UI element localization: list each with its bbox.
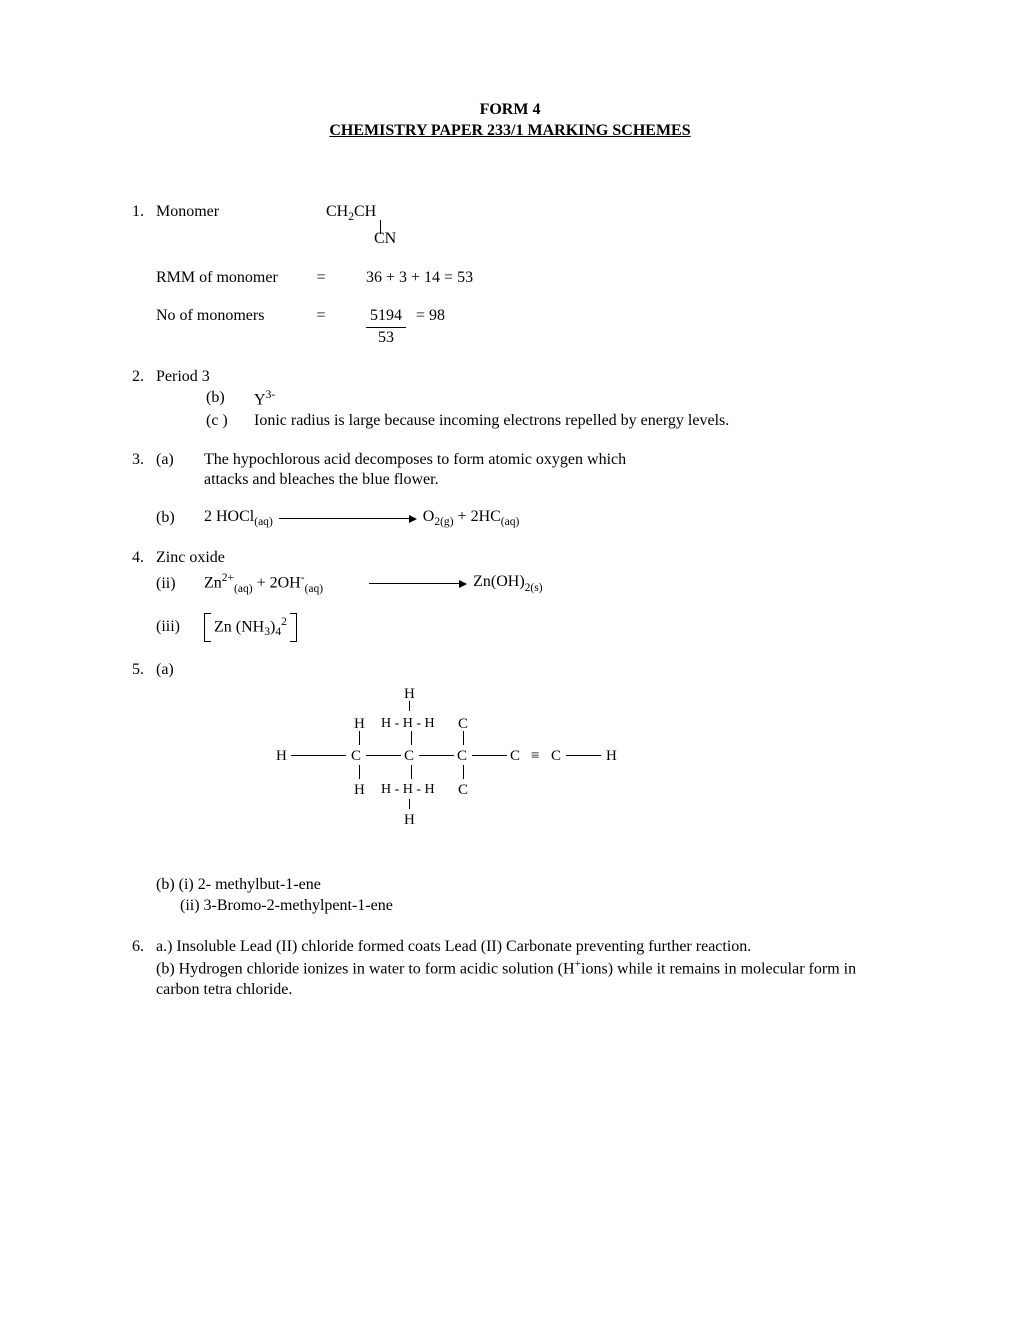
q1-ch2: CH	[326, 203, 348, 220]
q2-line1: Period 3	[156, 367, 900, 388]
atom-h: H	[606, 747, 617, 767]
q3-o2: O	[423, 508, 435, 525]
q4-znoh: Zn(OH)	[473, 573, 525, 590]
q5-a-label: (a)	[156, 660, 900, 681]
q1-monomer-label: Monomer	[156, 202, 326, 223]
q4-iii-label: (iii)	[156, 617, 204, 638]
q4-eq-rhs: Zn(OH)2(s)	[473, 572, 542, 595]
header-block: FORM 4 CHEMISTRY PAPER 233/1 MARKING SCH…	[120, 100, 900, 142]
q2-y-sup: 3-	[266, 388, 276, 403]
atom-c: C	[510, 747, 520, 767]
atom-h: H	[276, 747, 287, 767]
q1-monomer-formula: CH2CH	[326, 202, 376, 225]
q4-complex-bracket: Zn (NH3)42	[204, 613, 297, 642]
q3-eq-lhs: 2 HOCl(aq)	[204, 507, 273, 530]
q3-hocl: 2 HOCl	[204, 508, 254, 525]
q3-hc: 2HC	[471, 508, 501, 525]
atom-h: H	[404, 811, 415, 831]
q6-b-text1: (b) Hydrogen chloride ionizes in water t…	[156, 961, 575, 978]
q1-rmm-val: 36 + 3 + 14 = 53	[366, 268, 473, 289]
q4-zn-sup: 2+	[222, 571, 234, 586]
q3-a-text1: The hypochlorous acid decomposes to form…	[204, 451, 626, 468]
q1-num-label: No of monomers	[156, 306, 306, 327]
q1: Monomer CH2CH CN RMM of monomer = 36 + 3…	[148, 202, 900, 349]
q2-c-text: Ionic radius is large because incoming e…	[254, 411, 729, 432]
q2-c-label: (c )	[206, 411, 254, 432]
question-list: Monomer CH2CH CN RMM of monomer = 36 + 3…	[120, 202, 900, 1002]
q4-znoh-sub: 2(s)	[525, 581, 543, 596]
bond-v	[463, 731, 464, 745]
q4-ii-label: (ii)	[156, 574, 204, 595]
q4: Zinc oxide (ii) Zn2+(aq) + 2OH-(aq) Zn(O…	[148, 548, 900, 642]
q4-line1: Zinc oxide	[156, 548, 900, 569]
q4-oh-sub: (aq)	[305, 582, 324, 597]
header-line1: FORM 4	[120, 100, 900, 121]
bond-h	[419, 755, 454, 756]
q1-frac-result: = 98	[416, 306, 445, 327]
atom-c: C	[404, 747, 414, 767]
atom-c: C	[457, 747, 467, 767]
q4-oh: 2OH	[270, 575, 301, 592]
q4-zn-sub: (aq)	[234, 582, 253, 597]
q4-complex-sup: 2	[281, 615, 287, 630]
q5: (a) H H H - H - H C H C C C C ≡ C H	[148, 660, 900, 916]
atom-c: C	[551, 747, 561, 767]
q3-hocl-sub: (aq)	[254, 515, 273, 530]
q4-zn: Zn	[204, 575, 222, 592]
q6-a: a.) Insoluble Lead (II) chloride formed …	[156, 937, 900, 958]
q3-b-label: (b)	[156, 508, 204, 529]
bond-h	[566, 755, 601, 756]
q4-eq-lhs: Zn2+(aq) + 2OH-(aq)	[204, 571, 323, 596]
atom-c: C	[458, 781, 468, 801]
bond-v	[409, 701, 410, 711]
bond-h	[472, 755, 507, 756]
q1-frac-num: 5194	[366, 306, 406, 328]
bond-v	[463, 765, 464, 779]
q2: Period 3 (b) Y3- (c ) Ionic radius is la…	[148, 367, 900, 432]
q1-bond	[380, 220, 381, 234]
q4-complex-pre: Zn (NH	[214, 618, 264, 635]
q2-y: Y	[254, 391, 266, 408]
q4-plus: +	[253, 575, 270, 592]
q1-cn: CN	[374, 229, 900, 250]
q1-ch: CH	[354, 203, 376, 220]
q5-structure: H H H - H - H C H C C C C ≡ C H H	[236, 685, 596, 865]
q2-b-label: (b)	[206, 388, 254, 409]
q4-arrow	[369, 580, 467, 588]
triple-bond: ≡	[531, 747, 539, 767]
q3-o2-sub: 2(g)	[434, 515, 453, 530]
q3-hc-sub: (aq)	[501, 515, 520, 530]
q3: (a) The hypochlorous acid decomposes to …	[148, 450, 900, 531]
bond-h	[366, 755, 401, 756]
q5-b-ii: (ii) 3-Bromo-2-methylpent-1-ene	[180, 896, 900, 917]
atom-hhh: H - H - H	[381, 715, 435, 733]
q1-fraction: 5194 53	[366, 306, 406, 349]
q3-a-label: (a)	[156, 450, 204, 471]
bond-v	[411, 765, 412, 779]
q1-eq2: =	[306, 306, 336, 327]
atom-c: C	[351, 747, 361, 767]
bond-h	[291, 755, 346, 756]
q5-b-i: (b) (i) 2- methylbut-1-ene	[156, 875, 900, 896]
q1-frac-den: 53	[374, 328, 398, 349]
q3-plus: +	[454, 508, 471, 525]
atom-h: H	[354, 781, 365, 801]
bond-v	[359, 765, 360, 779]
atom-hhh: H - H - H	[381, 781, 435, 799]
header-line2: CHEMISTRY PAPER 233/1 MARKING SCHEMES	[120, 121, 900, 142]
q3-arrow	[279, 515, 417, 523]
q2-b-val: Y3-	[254, 388, 275, 411]
bond-v	[409, 799, 410, 809]
q6-b: (b) Hydrogen chloride ionizes in water t…	[156, 957, 900, 1001]
bond-v	[359, 731, 360, 745]
q6: a.) Insoluble Lead (II) chloride formed …	[148, 937, 900, 1002]
q3-eq-rhs: O2(g) + 2HC(aq)	[423, 507, 520, 530]
q1-eq1: =	[306, 268, 336, 289]
q3-a-text2: attacks and bleaches the blue flower.	[204, 471, 439, 488]
bond-v	[411, 731, 412, 745]
q1-rmm-label: RMM of monomer	[156, 268, 306, 289]
